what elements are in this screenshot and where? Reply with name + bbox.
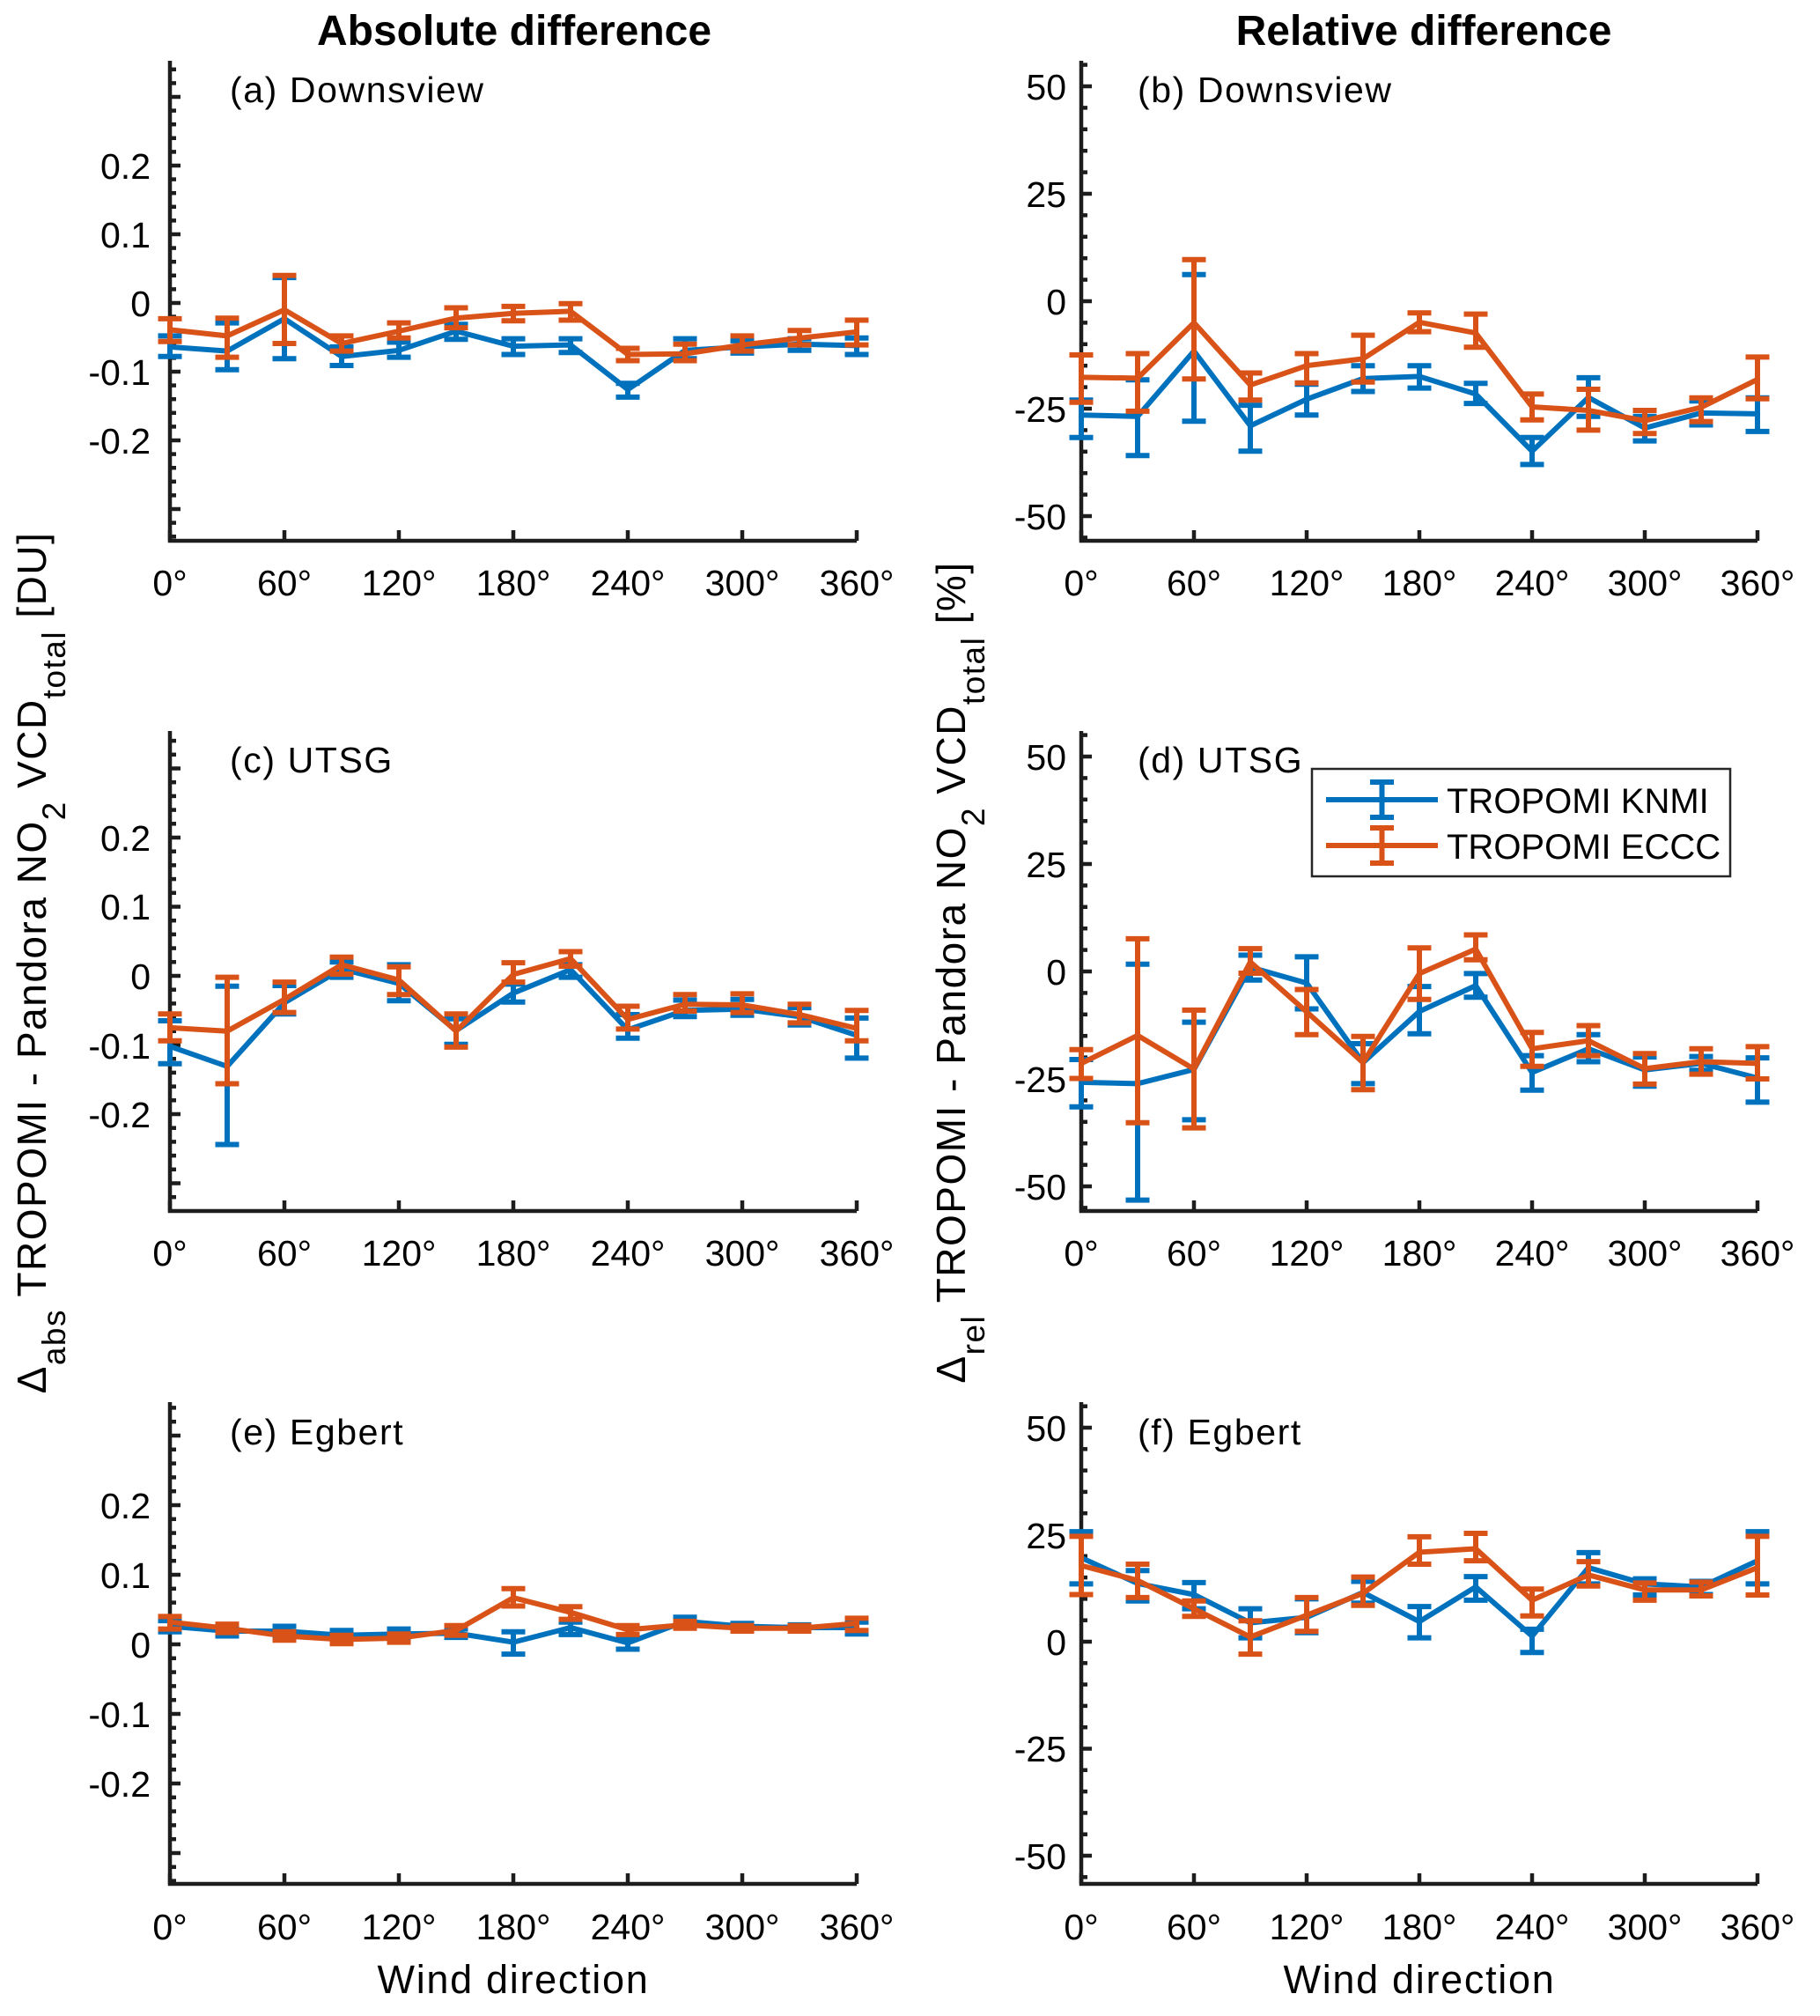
svg-text:0°: 0° (152, 1233, 187, 1274)
svg-text:60°: 60° (257, 1233, 312, 1274)
svg-text:60°: 60° (1167, 563, 1221, 603)
svg-text:240°: 240° (1495, 1233, 1570, 1274)
svg-text:(a) Downsview: (a) Downsview (230, 70, 485, 110)
svg-text:(c) UTSG: (c) UTSG (230, 740, 394, 780)
svg-text:0.1: 0.1 (100, 1555, 151, 1596)
svg-text:50: 50 (1026, 67, 1066, 107)
svg-text:0.1: 0.1 (100, 215, 151, 255)
svg-text:60°: 60° (257, 563, 312, 603)
svg-text:180°: 180° (1382, 563, 1457, 603)
svg-text:240°: 240° (591, 1233, 666, 1274)
svg-text:60°: 60° (1167, 1907, 1221, 1947)
svg-text:(f) Egbert: (f) Egbert (1138, 1412, 1302, 1452)
svg-text:240°: 240° (591, 1907, 666, 1947)
svg-text:0: 0 (130, 284, 151, 324)
svg-text:120°: 120° (362, 1907, 437, 1947)
svg-text:50: 50 (1026, 737, 1066, 778)
svg-text:180°: 180° (1382, 1907, 1457, 1947)
svg-text:0: 0 (1046, 952, 1066, 993)
svg-text:360°: 360° (820, 563, 895, 603)
svg-text:-0.2: -0.2 (88, 1764, 151, 1805)
svg-text:25: 25 (1026, 1516, 1066, 1556)
svg-text:-0.2: -0.2 (88, 1095, 151, 1135)
svg-text:240°: 240° (591, 563, 666, 603)
svg-text:120°: 120° (362, 563, 437, 603)
svg-text:TROPOMI ECCC: TROPOMI ECCC (1447, 828, 1721, 867)
svg-text:25: 25 (1026, 845, 1066, 885)
svg-text:TROPOMI KNMI: TROPOMI KNMI (1447, 782, 1709, 821)
svg-text:180°: 180° (476, 563, 551, 603)
svg-text:50: 50 (1026, 1408, 1066, 1449)
svg-text:300°: 300° (705, 1907, 780, 1947)
svg-text:0.2: 0.2 (100, 146, 151, 187)
svg-text:300°: 300° (1608, 1233, 1683, 1274)
svg-text:0.1: 0.1 (100, 887, 151, 927)
svg-text:0.2: 0.2 (100, 818, 151, 859)
svg-text:-25: -25 (1014, 389, 1066, 430)
svg-text:-50: -50 (1014, 497, 1066, 537)
svg-text:240°: 240° (1495, 563, 1570, 603)
svg-text:360°: 360° (820, 1233, 895, 1274)
svg-text:300°: 300° (1608, 563, 1683, 603)
svg-text:Wind direction: Wind direction (1284, 1957, 1556, 2002)
svg-text:300°: 300° (705, 1233, 780, 1274)
svg-text:60°: 60° (257, 1907, 312, 1947)
svg-text:360°: 360° (1721, 563, 1795, 603)
svg-text:120°: 120° (1270, 563, 1345, 603)
svg-text:-25: -25 (1014, 1729, 1066, 1769)
svg-text:-50: -50 (1014, 1167, 1066, 1207)
svg-text:(b) Downsview: (b) Downsview (1138, 70, 1393, 110)
svg-text:0.2: 0.2 (100, 1486, 151, 1526)
svg-text:0°: 0° (152, 563, 187, 603)
svg-text:180°: 180° (476, 1233, 551, 1274)
svg-text:-0.1: -0.1 (88, 352, 151, 393)
svg-text:180°: 180° (1382, 1233, 1457, 1274)
svg-text:0°: 0° (152, 1907, 187, 1947)
svg-text:(e) Egbert: (e) Egbert (230, 1412, 404, 1452)
svg-text:(d) UTSG: (d) UTSG (1138, 740, 1303, 780)
svg-text:0: 0 (1046, 1622, 1066, 1663)
svg-text:Relative difference: Relative difference (1236, 8, 1612, 55)
svg-text:-50: -50 (1014, 1836, 1066, 1877)
svg-text:-0.2: -0.2 (88, 421, 151, 462)
svg-text:300°: 300° (705, 563, 780, 603)
svg-text:-25: -25 (1014, 1060, 1066, 1100)
svg-text:360°: 360° (820, 1907, 895, 1947)
svg-text:0: 0 (130, 956, 151, 997)
svg-text:120°: 120° (1270, 1233, 1345, 1274)
svg-text:360°: 360° (1721, 1233, 1795, 1274)
svg-text:Wind direction: Wind direction (378, 1957, 650, 2002)
svg-text:-0.1: -0.1 (88, 1026, 151, 1067)
svg-text:300°: 300° (1608, 1907, 1683, 1947)
svg-text:-0.1: -0.1 (88, 1695, 151, 1735)
svg-text:180°: 180° (476, 1907, 551, 1947)
svg-text:0: 0 (130, 1625, 151, 1665)
svg-text:120°: 120° (362, 1233, 437, 1274)
svg-text:25: 25 (1026, 174, 1066, 215)
svg-text:0°: 0° (1064, 1233, 1098, 1274)
svg-text:0°: 0° (1064, 563, 1098, 603)
svg-text:Absolute difference: Absolute difference (317, 8, 711, 55)
svg-text:0°: 0° (1064, 1907, 1098, 1947)
svg-text:0: 0 (1046, 282, 1066, 322)
svg-text:360°: 360° (1721, 1907, 1795, 1947)
svg-text:240°: 240° (1495, 1907, 1570, 1947)
svg-text:60°: 60° (1167, 1233, 1221, 1274)
svg-text:120°: 120° (1270, 1907, 1345, 1947)
